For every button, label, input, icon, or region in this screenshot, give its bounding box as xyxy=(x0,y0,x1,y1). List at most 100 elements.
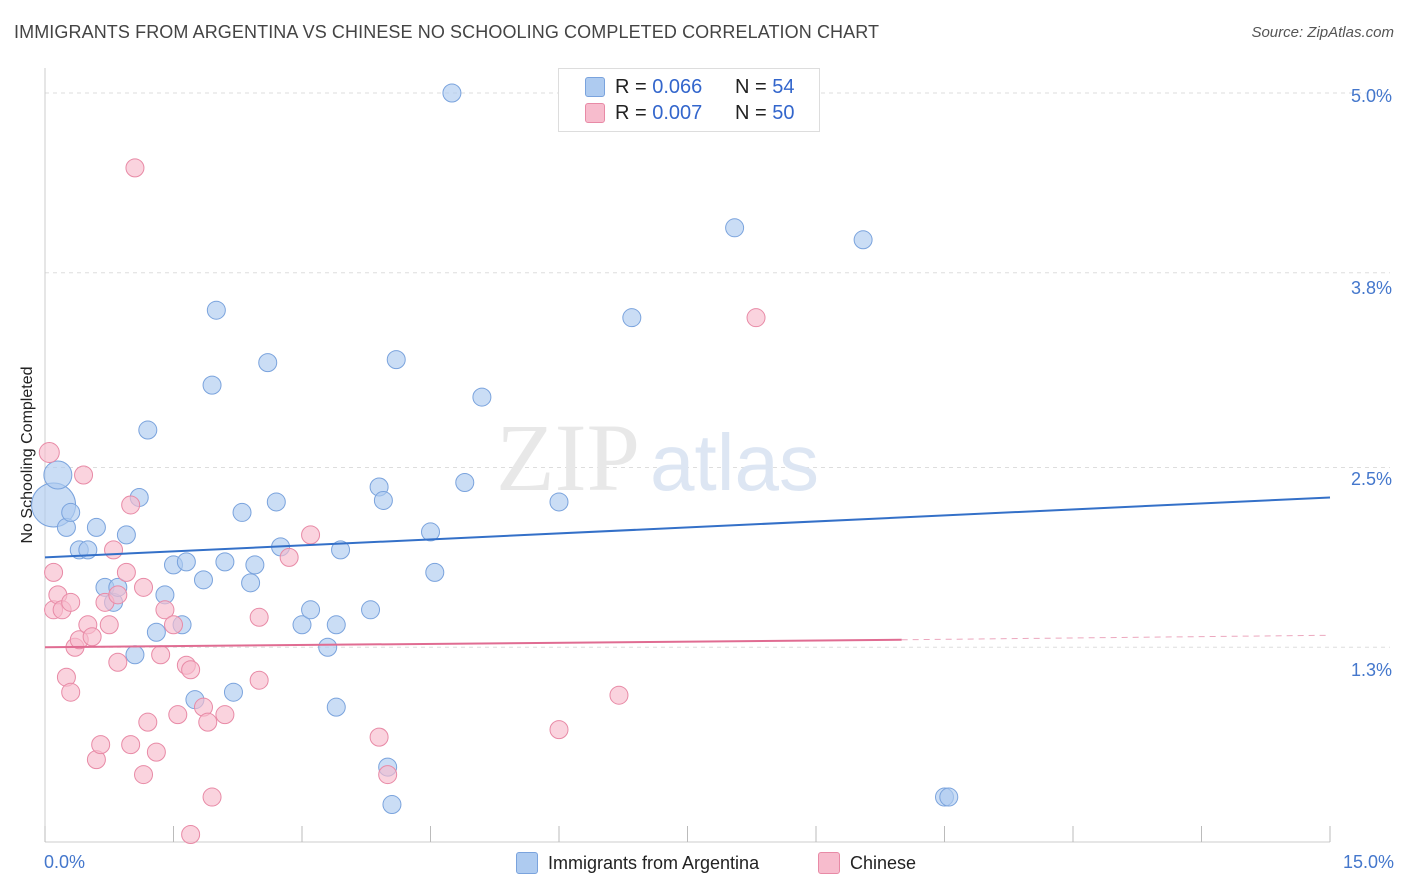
legend-r-value: 0.007 xyxy=(652,101,703,124)
trend-lines xyxy=(44,496,1331,649)
series-legend: Immigrants from Argentina Chinese xyxy=(0,852,1406,876)
y-tick-label-3.8: 3.8% xyxy=(1350,278,1392,298)
points xyxy=(31,83,959,845)
argentina-point xyxy=(939,787,959,807)
x-tick-label-min: 0.0% xyxy=(44,852,86,872)
chinese-point xyxy=(82,627,102,647)
legend-n-label: N = xyxy=(735,101,767,124)
chinese-point xyxy=(378,765,398,785)
argentina-point xyxy=(421,522,440,542)
argentina-point xyxy=(232,502,252,522)
argentina-point xyxy=(622,308,642,328)
legend-swatch-chinese xyxy=(818,852,840,874)
argentina-point xyxy=(455,472,475,492)
legend-n-value: 54 xyxy=(772,75,795,98)
chinese-point xyxy=(202,787,222,807)
chinese-point xyxy=(301,525,321,545)
argentina-point xyxy=(386,350,406,370)
argentina-point xyxy=(206,300,226,320)
legend-n-value: 50 xyxy=(772,101,795,124)
y-tick-label-1.3: 1.3% xyxy=(1350,660,1392,680)
chinese-point xyxy=(121,495,141,515)
chinese-point xyxy=(181,660,201,680)
chinese-point xyxy=(746,308,766,328)
watermark: ZIP atlas xyxy=(496,404,819,511)
chinese-point xyxy=(44,562,64,582)
argentina-point xyxy=(382,795,402,815)
legend-r-value: 0.066 xyxy=(652,75,703,98)
chinese-point xyxy=(549,720,569,740)
argentina-point xyxy=(138,420,158,440)
correlation-legend: R = 0.066 N = 54 R = 0.007 N = 50 xyxy=(558,68,820,132)
legend-label-argentina: Immigrants from Argentina xyxy=(548,852,760,873)
argentina-trend-line xyxy=(44,496,1331,559)
argentina-point xyxy=(61,502,81,522)
argentina-point xyxy=(361,600,381,620)
chinese-point xyxy=(215,705,235,725)
x-tick-label-max: 15.0% xyxy=(1342,852,1394,872)
legend-row-argentina: R = 0.066 N = 54 xyxy=(585,74,795,100)
argentina-point xyxy=(292,615,312,635)
argentina-point xyxy=(549,492,569,512)
chinese-point xyxy=(279,547,299,567)
argentina-point xyxy=(318,637,338,657)
source-label: Source: ZipAtlas.com xyxy=(1251,24,1394,41)
argentina-point xyxy=(125,645,145,665)
argentina-point xyxy=(326,615,346,635)
chinese-point xyxy=(74,465,94,485)
argentina-point xyxy=(245,555,265,575)
chinese-point xyxy=(121,735,141,755)
chinese-point xyxy=(91,735,111,755)
chinese-point xyxy=(108,585,128,605)
chinese-point xyxy=(116,562,136,582)
legend-swatch-argentina xyxy=(585,77,605,97)
argentina-point xyxy=(258,353,278,373)
argentina-point xyxy=(86,517,106,537)
y-tick-label-5.0: 5.0% xyxy=(1350,86,1392,106)
argentina-point xyxy=(43,460,73,490)
chinese-point xyxy=(38,442,60,464)
chinese-point xyxy=(155,600,175,620)
chinese-point xyxy=(61,682,81,702)
chinese-point xyxy=(164,615,183,635)
chinese-point xyxy=(99,615,119,635)
argentina-point xyxy=(116,525,136,545)
watermark-zip: ZIP xyxy=(496,404,640,511)
legend-swatch-argentina xyxy=(516,852,538,874)
argentina-point xyxy=(326,697,346,717)
argentina-point xyxy=(176,552,196,572)
argentina-point xyxy=(223,682,243,702)
y-tick-label-2.5: 2.5% xyxy=(1350,469,1392,489)
argentina-point xyxy=(301,600,321,620)
chinese-point xyxy=(104,540,124,560)
argentina-point xyxy=(725,218,745,238)
chinese-point xyxy=(168,705,188,725)
argentina-point xyxy=(146,622,166,642)
legend-r-label: R = xyxy=(615,101,653,124)
watermark-atlas: atlas xyxy=(650,418,819,507)
argentina-point xyxy=(202,375,222,395)
legend-item-chinese[interactable]: Chinese xyxy=(818,852,916,874)
argentina-point xyxy=(853,230,873,250)
chinese-point xyxy=(249,670,269,690)
chinese-point xyxy=(249,607,269,627)
argentina-point xyxy=(193,570,213,590)
legend-label-chinese: Chinese xyxy=(850,852,917,873)
chinese-point xyxy=(108,652,128,672)
chinese-point xyxy=(369,727,389,747)
chinese-point xyxy=(134,765,154,785)
chinese-point xyxy=(151,645,171,665)
legend-item-argentina[interactable]: Immigrants from Argentina xyxy=(516,852,759,874)
chinese-trend-line xyxy=(44,638,902,649)
chinese-point xyxy=(125,158,145,178)
chinese-point xyxy=(134,577,154,597)
chinese-point xyxy=(138,712,158,732)
legend-r-label: R = xyxy=(615,75,653,98)
chinese-point xyxy=(198,712,218,732)
chinese-point xyxy=(181,825,201,845)
legend-swatch-chinese xyxy=(585,103,605,123)
chinese-trend-extension xyxy=(901,634,1331,641)
legend-n-label: N = xyxy=(735,75,767,98)
argentina-point xyxy=(442,83,462,103)
